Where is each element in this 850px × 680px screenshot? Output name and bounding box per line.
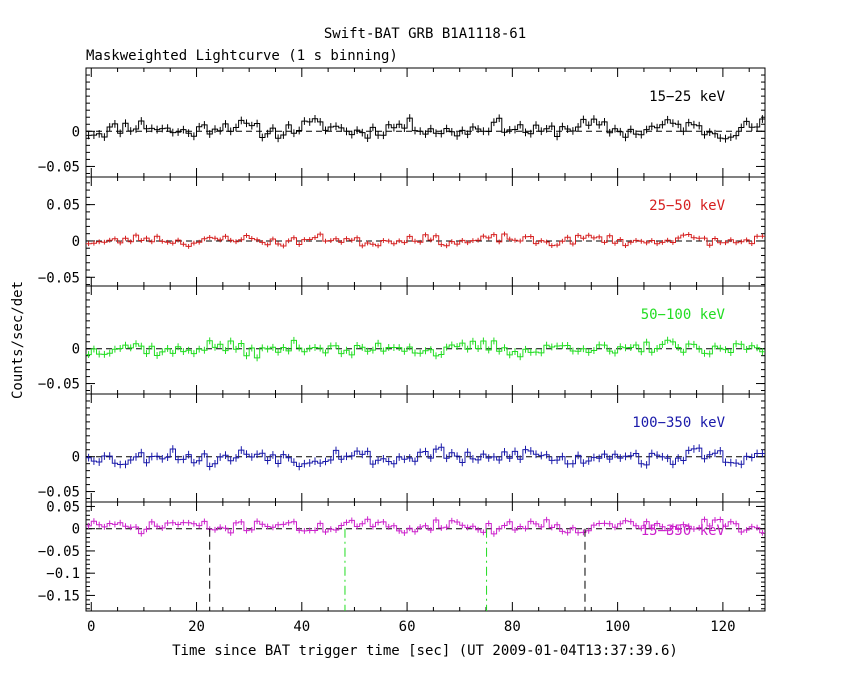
y-tick-label: −0.05 xyxy=(38,377,80,393)
panel-frame xyxy=(85,285,766,395)
panel-4: 0 −0.05 100−350 keV xyxy=(38,393,766,503)
chart-title: Swift-BAT GRB B1A1118-61 xyxy=(324,26,526,42)
panel-1: 0 −0.05 15−25 keV xyxy=(38,67,766,178)
panel-3: 0 −0.05 50−100 keV xyxy=(38,285,766,395)
x-tick-label: 100 xyxy=(605,619,630,635)
y-tick-label: −0.1 xyxy=(46,566,80,582)
lightcurve-series xyxy=(86,233,765,247)
y-tick-label: −0.05 xyxy=(38,270,80,286)
y-tick-label: 0.05 xyxy=(46,198,80,214)
series-label: 25−50 keV xyxy=(649,198,725,214)
x-tick-label: 40 xyxy=(293,619,310,635)
panel-frame xyxy=(85,176,766,287)
series-label: 15−25 keV xyxy=(649,89,725,105)
y-tick-label: −0.15 xyxy=(38,588,80,604)
panels-group: 0 −0.05 15−25 keV 0.05 0 −0.05 25−50 keV 0 −0.05… xyxy=(38,67,766,612)
y-tick-label: 0 xyxy=(72,124,80,140)
series-label: 50−100 keV xyxy=(641,307,726,323)
x-tick-label: 60 xyxy=(399,619,416,635)
panel-frame xyxy=(85,501,766,612)
lightcurve-series xyxy=(86,117,765,140)
x-tick-label: 0 xyxy=(87,619,95,635)
y-tick-label: 0 xyxy=(72,234,80,250)
x-tick-label: 20 xyxy=(188,619,205,635)
y-tick-label: 0 xyxy=(72,342,80,358)
y-tick-label: −0.05 xyxy=(38,159,80,175)
x-tick-labels: 0 20 40 60 80 100 120 xyxy=(87,619,735,635)
y-axis-label: Counts/sec/det xyxy=(10,281,26,399)
y-tick-label: 0 xyxy=(72,522,80,538)
series-label: 100−350 keV xyxy=(632,415,725,431)
y-tick-label: −0.05 xyxy=(38,485,80,501)
y-tick-label: 0 xyxy=(72,450,80,466)
x-tick-label: 120 xyxy=(710,619,735,635)
x-tick-label: 80 xyxy=(504,619,521,635)
y-tick-label: 0.05 xyxy=(46,499,80,515)
panel-2: 0.05 0 −0.05 25−50 keV xyxy=(38,176,766,287)
lightcurve-series xyxy=(86,518,765,535)
lightcurve-series xyxy=(86,446,765,467)
chart-subtitle: Maskweighted Lightcurve (1 s binning) xyxy=(86,48,398,64)
x-axis-label: Time since BAT trigger time [sec] (UT 20… xyxy=(172,643,678,659)
panel-5: 0.05 0 −0.05 −0.1 −0.15 15−350 keV xyxy=(38,499,766,612)
y-tick-label: −0.05 xyxy=(38,544,80,560)
lightcurve-series xyxy=(86,339,765,359)
panel-frame xyxy=(85,67,766,178)
series-label: 15−350 keV xyxy=(641,523,726,539)
